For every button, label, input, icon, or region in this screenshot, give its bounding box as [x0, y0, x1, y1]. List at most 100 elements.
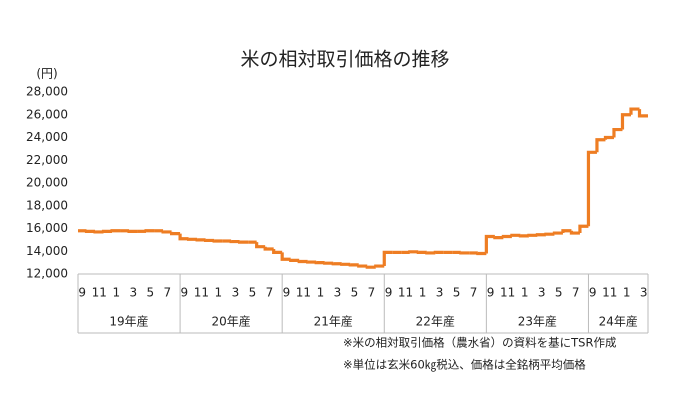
- price-step: [314, 261, 325, 265]
- x-tick-label: 5: [453, 286, 461, 300]
- price-step: [272, 248, 283, 254]
- note: ※単位は玄米60㎏税込、価格は全銘柄平均価格: [343, 358, 586, 372]
- price-step: [348, 263, 359, 267]
- price-step: [425, 251, 436, 255]
- price-step: [101, 229, 113, 233]
- x-tick-label: 11: [194, 286, 209, 300]
- price-step: [306, 260, 317, 264]
- y-tick-label: 12,000: [26, 267, 68, 281]
- y-tick-label: 18,000: [26, 198, 68, 212]
- price-step: [340, 262, 351, 266]
- x-tick-label: 11: [398, 286, 413, 300]
- x-tick-label: 7: [164, 286, 172, 300]
- price-step: [169, 231, 181, 236]
- x-tick-label: 11: [92, 286, 107, 300]
- x-tick-label: 11: [500, 286, 515, 300]
- price-step: [357, 264, 368, 268]
- group-label: 20年産: [211, 314, 250, 329]
- price-step: [595, 138, 606, 153]
- y-tick-label: 28,000: [26, 85, 68, 99]
- price-step: [382, 250, 393, 267]
- price-step: [518, 234, 529, 238]
- price-step: [527, 233, 538, 237]
- price-step: [476, 251, 487, 256]
- price-step: [612, 127, 623, 138]
- x-tick-label: 1: [215, 286, 223, 300]
- price-step: [374, 264, 385, 268]
- x-tick-label: 5: [555, 286, 563, 300]
- price-step: [144, 229, 155, 233]
- x-tick-label: 1: [419, 286, 427, 300]
- x-tick-label: 7: [572, 286, 580, 300]
- x-tick-label: 7: [266, 286, 274, 300]
- x-tick-label: 1: [623, 286, 631, 300]
- note: ※米の相対取引価格（農水省）の資料を基にTSR作成: [343, 336, 617, 350]
- x-tick-label: 7: [470, 286, 478, 300]
- x-tick-label: 11: [296, 286, 311, 300]
- x-tick-label: 9: [78, 286, 86, 300]
- x-tick-label: 7: [368, 286, 376, 300]
- y-tick-label: 26,000: [26, 107, 68, 121]
- price-step: [510, 233, 521, 237]
- price-step: [212, 239, 223, 243]
- x-tick-label: 11: [602, 286, 617, 300]
- group-label: 24年産: [599, 314, 638, 329]
- group-label: 21年産: [314, 314, 353, 329]
- price-step: [263, 246, 274, 251]
- x-tick-label: 5: [351, 286, 359, 300]
- price-step: [297, 259, 308, 264]
- price-step: [620, 113, 631, 130]
- y-tick-label: 22,000: [26, 153, 68, 167]
- x-tick-label: 9: [487, 286, 495, 300]
- price-step: [365, 265, 376, 269]
- group-label: 22年産: [416, 314, 455, 329]
- price-step: [637, 109, 648, 118]
- x-tick-label: 9: [283, 286, 291, 300]
- x-tick-label: 5: [249, 286, 257, 300]
- chart-title: 米の相対取引価格の推移: [240, 49, 449, 71]
- price-step: [586, 150, 597, 227]
- x-tick-label: 1: [521, 286, 529, 300]
- price-step: [289, 258, 300, 262]
- price-step: [544, 232, 555, 236]
- x-tick-label: 3: [334, 286, 342, 300]
- group-label: 23年産: [518, 314, 557, 329]
- y-tick-label: 14,000: [26, 244, 68, 258]
- x-tick-label: 1: [317, 286, 325, 300]
- price-step: [416, 250, 427, 254]
- y-tick-label: 20,000: [26, 176, 68, 190]
- price-step: [204, 238, 215, 243]
- x-tick-label: 3: [436, 286, 444, 300]
- price-step: [110, 229, 121, 233]
- x-tick-label: 9: [385, 286, 393, 300]
- x-tick-label: 1: [112, 286, 120, 300]
- price-step: [501, 234, 512, 239]
- price-step: [493, 236, 504, 240]
- price-step: [280, 252, 291, 261]
- price-step: [578, 224, 589, 234]
- price-step: [84, 229, 96, 233]
- price-step: [161, 230, 172, 234]
- price-step: [195, 238, 206, 242]
- x-tick-label: 5: [146, 286, 154, 300]
- y-tick-label: 16,000: [26, 221, 68, 235]
- price-step: [459, 251, 470, 255]
- price-step: [433, 250, 444, 254]
- price-step: [238, 240, 249, 244]
- x-tick-label: 9: [181, 286, 189, 300]
- price-step: [186, 237, 198, 241]
- price-step: [93, 230, 104, 234]
- price-step: [569, 230, 580, 235]
- price-step: [255, 242, 266, 249]
- price-step: [552, 231, 563, 235]
- x-tick-label: 3: [640, 286, 648, 300]
- price-step: [127, 229, 138, 233]
- price-step: [229, 239, 240, 244]
- price-step: [484, 234, 495, 254]
- x-tick-label: 9: [589, 286, 597, 300]
- price-step: [323, 261, 334, 265]
- price-step: [535, 233, 546, 237]
- group-label: 19年産: [109, 314, 148, 329]
- price-step: [561, 229, 572, 234]
